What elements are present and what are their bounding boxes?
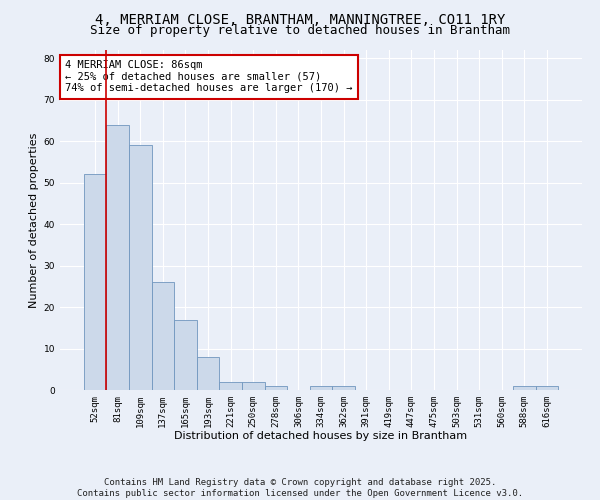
X-axis label: Distribution of detached houses by size in Brantham: Distribution of detached houses by size … [175, 432, 467, 442]
Bar [129, 146, 152, 390]
Text: 4 MERRIAM CLOSE: 86sqm
← 25% of detached houses are smaller (57)
74% of semi-det: 4 MERRIAM CLOSE: 86sqm ← 25% of detached… [65, 60, 353, 94]
Bar [84, 174, 106, 390]
Bar [242, 382, 265, 390]
Bar [197, 357, 220, 390]
Bar [106, 124, 129, 390]
Bar [310, 386, 332, 390]
Bar [152, 282, 174, 390]
Bar [220, 382, 242, 390]
Bar [265, 386, 287, 390]
Bar [536, 386, 558, 390]
Y-axis label: Number of detached properties: Number of detached properties [29, 132, 40, 308]
Bar [513, 386, 536, 390]
Bar [332, 386, 355, 390]
Text: Size of property relative to detached houses in Brantham: Size of property relative to detached ho… [90, 24, 510, 37]
Bar [174, 320, 197, 390]
Text: Contains HM Land Registry data © Crown copyright and database right 2025.
Contai: Contains HM Land Registry data © Crown c… [77, 478, 523, 498]
Text: 4, MERRIAM CLOSE, BRANTHAM, MANNINGTREE, CO11 1RY: 4, MERRIAM CLOSE, BRANTHAM, MANNINGTREE,… [95, 12, 505, 26]
